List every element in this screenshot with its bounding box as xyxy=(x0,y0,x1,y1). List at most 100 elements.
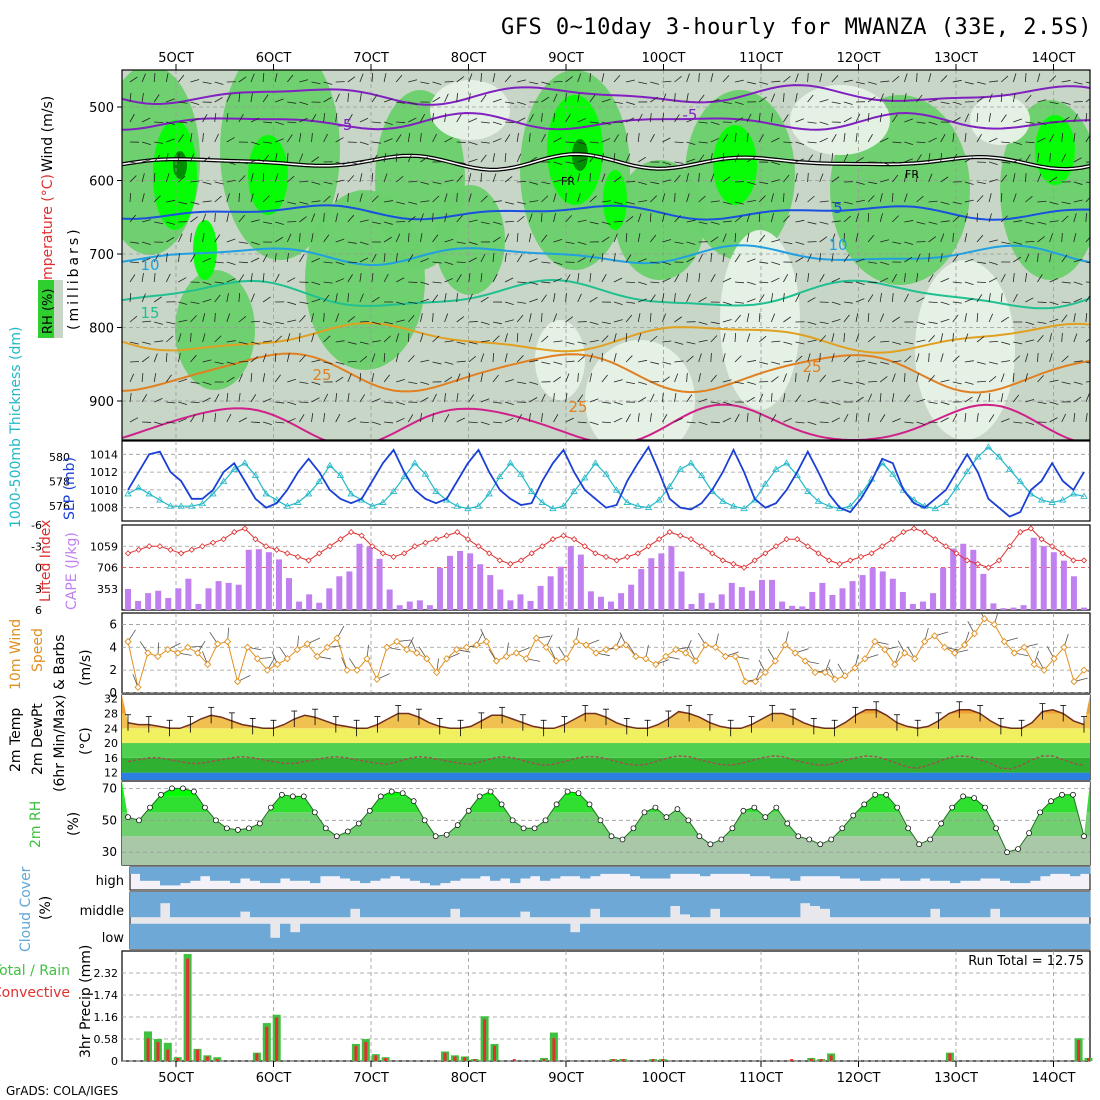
wind-point xyxy=(622,641,630,649)
cloud-low-bar xyxy=(950,923,961,949)
wind-barb xyxy=(323,312,325,323)
wind-barb xyxy=(432,261,442,264)
wind-barb xyxy=(710,173,715,183)
wind-barb xyxy=(976,281,987,283)
rh-point xyxy=(213,817,219,824)
wind-point xyxy=(363,655,371,663)
wind-barb xyxy=(625,232,628,243)
wind-barb xyxy=(1061,116,1070,123)
wind-barb xyxy=(359,219,369,223)
wind-barb xyxy=(855,281,865,286)
cloud-low-bar xyxy=(210,923,221,949)
wind-point xyxy=(761,668,769,677)
wind-barb xyxy=(674,316,683,323)
wind-barb xyxy=(347,161,357,165)
wind-barb xyxy=(698,195,706,203)
cape-bar xyxy=(1081,607,1087,610)
lifted-index-series xyxy=(124,525,1088,571)
wind-barb xyxy=(613,134,620,143)
bottom-tick-label: 12OCT xyxy=(837,1071,881,1086)
thickness-point xyxy=(124,490,132,497)
wind-barb xyxy=(166,199,176,203)
cloud-high-bar xyxy=(770,867,781,879)
wind-barb xyxy=(202,381,212,385)
wind-barb xyxy=(153,373,157,383)
wind-barb xyxy=(734,79,744,83)
wind-barb xyxy=(371,72,374,83)
cloud-low-bar xyxy=(570,932,581,949)
wind-barb xyxy=(746,181,756,185)
rh-series xyxy=(125,785,1087,856)
wind-barb xyxy=(492,421,502,424)
bottom-tick-label: 13OCT xyxy=(934,1071,978,1086)
precip-conv-bar xyxy=(661,1059,665,1061)
wind-barb xyxy=(335,413,341,423)
slp-grid xyxy=(122,441,1090,521)
thickness-line xyxy=(127,446,1085,510)
wind-barb xyxy=(1037,137,1046,143)
wind-barb xyxy=(492,200,502,203)
cape-bar xyxy=(748,590,755,610)
wind-barb xyxy=(444,161,454,165)
wind-barb xyxy=(384,321,393,325)
wind-barb xyxy=(698,321,708,325)
wind-barb xyxy=(928,99,938,103)
wind-barb xyxy=(335,293,338,303)
precip-conv-bar xyxy=(493,1045,496,1061)
wind-barb xyxy=(722,379,732,383)
wind-barb xyxy=(432,113,434,123)
li-point xyxy=(475,543,482,550)
wind-barb xyxy=(153,296,162,303)
wind-barb xyxy=(553,113,556,123)
wind-barb xyxy=(892,75,900,83)
wind-barb xyxy=(795,173,798,183)
wind-point xyxy=(194,649,202,657)
wind-barb xyxy=(759,181,769,185)
wind-barb xyxy=(662,179,672,183)
cloud-high-bar xyxy=(850,867,861,879)
precip-conv-bar xyxy=(374,1055,378,1061)
wind-barb xyxy=(311,213,316,223)
thickness-point xyxy=(782,459,791,466)
wind-barb xyxy=(807,373,810,383)
cape-bar xyxy=(809,591,816,610)
wind-barb xyxy=(577,372,579,383)
cloud-mid-bar xyxy=(1060,892,1071,918)
wind-barb xyxy=(880,361,890,365)
precip-tick-label: 1.74 xyxy=(94,989,119,1002)
wind-barb xyxy=(988,161,998,166)
wind-barb xyxy=(1037,401,1047,404)
wind-barb xyxy=(335,179,345,183)
wind-barb xyxy=(432,312,434,323)
wind-barb xyxy=(807,297,816,303)
wind-barb xyxy=(892,215,899,223)
li-point xyxy=(379,550,386,557)
wind-barb xyxy=(468,394,475,403)
wind-barb xyxy=(734,355,742,363)
cloud-high-bar xyxy=(130,867,141,874)
wind-barb xyxy=(141,173,145,183)
li-point xyxy=(517,557,525,564)
wind-barb xyxy=(710,401,720,404)
wind-barb xyxy=(323,234,330,243)
wind-barb xyxy=(771,277,780,283)
wind-barb xyxy=(904,118,913,123)
cloud-high-bar xyxy=(790,867,801,881)
wind-barb xyxy=(964,157,973,163)
wind-barb xyxy=(1049,417,1058,423)
rh-band xyxy=(122,836,1090,865)
cape-bar xyxy=(195,603,202,610)
cloud-high-bar xyxy=(990,867,1001,879)
wind-barb xyxy=(129,161,139,165)
wind-barb xyxy=(323,195,331,203)
wind-barb xyxy=(831,277,841,283)
cloud-low-bar xyxy=(190,923,201,949)
cloud-high-bar xyxy=(260,867,271,884)
bottom-tick-label: 14OCT xyxy=(1032,1071,1076,1086)
wind-barb xyxy=(541,113,543,123)
li-point xyxy=(135,546,142,553)
li-point xyxy=(921,529,928,536)
wind-barb xyxy=(698,121,708,124)
wind-barb xyxy=(541,335,549,343)
isotherm-label: 5 xyxy=(833,199,843,217)
